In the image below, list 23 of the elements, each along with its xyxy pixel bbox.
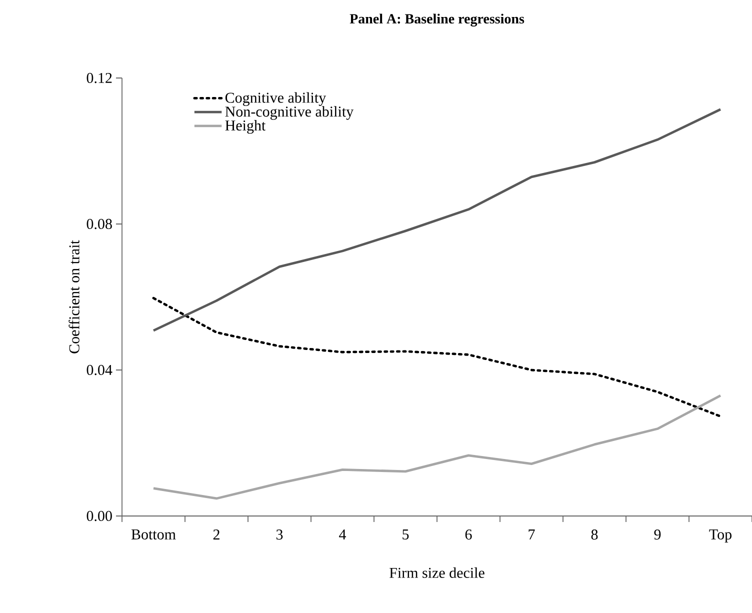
- x-tick-label: 3: [276, 530, 283, 540]
- x-tick-label: 8: [591, 530, 598, 540]
- chart-title: Panel A: Baseline regressions: [350, 14, 524, 26]
- x-tick-label: 9: [654, 530, 661, 540]
- legend-label: Non-cognitive ability: [225, 106, 354, 120]
- x-tick-label: 5: [402, 530, 409, 540]
- x-tick-label: 6: [465, 530, 472, 540]
- x-tick-label: 4: [339, 530, 346, 540]
- y-tick-label: 0.08: [86, 218, 112, 230]
- legend-label: Cognitive ability: [225, 92, 326, 106]
- x-tick-label: Bottom: [131, 530, 176, 540]
- x-axis-title: Firm size decile: [390, 567, 484, 578]
- x-tick-label: 2: [213, 530, 220, 540]
- y-axis-title: Coefficient on trait: [68, 240, 80, 354]
- legend-label: Height: [225, 120, 266, 134]
- y-tick-label: 0.04: [86, 364, 112, 376]
- line-series: [152, 394, 722, 500]
- line-series: [152, 108, 722, 332]
- y-tick-label: 0.00: [86, 510, 112, 522]
- x-tick-label: Top: [709, 530, 732, 543]
- y-tick-label: 0.12: [86, 72, 112, 84]
- line-series: [152, 296, 722, 418]
- x-tick-label: 7: [528, 530, 535, 540]
